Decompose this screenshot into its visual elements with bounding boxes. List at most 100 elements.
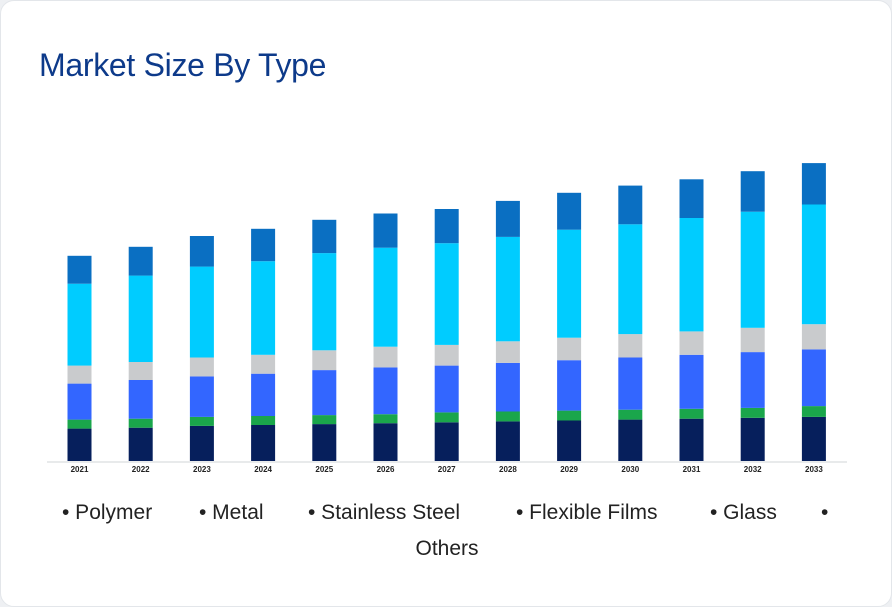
- bar-segment-stainless-steel-2031: [679, 354, 704, 409]
- x-tick-label: 2030: [621, 465, 639, 474]
- bar-segment-flexible-films-2024: [251, 354, 276, 374]
- bar-segment-others-2021: [67, 255, 92, 284]
- legend-item: • Flexible Films: [516, 501, 658, 524]
- bar-segment-glass-2022: [128, 275, 153, 362]
- bar-segment-stainless-steel-2033: [801, 349, 826, 407]
- bar-segment-polymer-2027: [434, 422, 459, 461]
- bar-segment-polymer-2023: [189, 425, 214, 461]
- bar-segment-stainless-steel-2022: [128, 380, 153, 419]
- bar-segment-others-2033: [801, 163, 826, 205]
- bar-segment-others-2024: [251, 228, 276, 262]
- bar-segment-metal-2032: [740, 407, 765, 418]
- bar-segment-glass-2021: [67, 283, 92, 366]
- bar-segment-stainless-steel-2024: [251, 373, 276, 416]
- bar-segment-glass-2025: [312, 253, 337, 351]
- x-tick-labels: 2021 2022 2023 2024 2025 2026 2027 2028 2029 2030…: [71, 465, 824, 474]
- bar-segment-others-2030: [618, 185, 643, 225]
- bar-segment-polymer-2032: [740, 417, 765, 461]
- bar-segment-others-2028: [495, 200, 520, 237]
- bar-segment-metal-2033: [801, 406, 826, 417]
- bar-segment-metal-2030: [618, 409, 643, 420]
- x-tick-label: 2031: [683, 465, 701, 474]
- bar-segment-glass-2026: [373, 247, 398, 347]
- bar-segment-stainless-steel-2023: [189, 376, 214, 417]
- legend-item: • Metal: [199, 501, 264, 524]
- stacked-bar-chart: 2021 2022 2023 2024 2025 2026 2027 2028 2029 2030…: [47, 163, 847, 474]
- bar-segment-metal-2024: [251, 416, 276, 425]
- bar-segment-stainless-steel-2028: [495, 362, 520, 412]
- legend-item: • Stainless Steel: [308, 501, 461, 524]
- bar-segment-polymer-2025: [312, 424, 337, 461]
- bar-segment-flexible-films-2032: [740, 327, 765, 353]
- bar-segment-polymer-2028: [495, 421, 520, 461]
- bar-segment-glass-2033: [801, 204, 826, 325]
- legend-item-label-others: Others: [415, 537, 479, 560]
- bar-segment-stainless-steel-2029: [557, 360, 582, 411]
- bar-segment-flexible-films-2030: [618, 334, 643, 358]
- bar-segment-metal-2031: [679, 408, 704, 419]
- bar-segment-glass-2031: [679, 218, 704, 332]
- bar-segment-polymer-2022: [128, 427, 153, 461]
- bar-segment-polymer-2033: [801, 416, 826, 461]
- bar-segment-others-2025: [312, 219, 337, 254]
- bar-segment-polymer-2030: [618, 419, 643, 461]
- bar-segment-flexible-films-2021: [67, 365, 92, 384]
- chart-title: Market Size By Type: [39, 47, 327, 83]
- legend-item: • Polymer: [62, 501, 153, 524]
- bar-segment-polymer-2026: [373, 423, 398, 461]
- bar-segment-metal-2025: [312, 415, 337, 425]
- bar-segment-stainless-steel-2032: [740, 352, 765, 408]
- bar-segment-flexible-films-2027: [434, 344, 459, 366]
- x-tick-label: 2032: [744, 465, 762, 474]
- x-tick-label: 2021: [71, 465, 89, 474]
- bar-segment-others-2026: [373, 213, 398, 248]
- bar-segment-glass-2032: [740, 211, 765, 328]
- bar-segment-flexible-films-2031: [679, 331, 704, 355]
- x-tick-label: 2024: [254, 465, 272, 474]
- bar-segment-metal-2021: [67, 419, 92, 429]
- bar-segment-polymer-2031: [679, 418, 704, 461]
- bar-segment-metal-2023: [189, 416, 214, 426]
- bar-segment-stainless-steel-2025: [312, 370, 337, 416]
- legend-item: • Glass: [710, 501, 777, 524]
- bar-segment-glass-2024: [251, 261, 276, 355]
- bar-segment-polymer-2021: [67, 428, 92, 461]
- bar-segment-flexible-films-2026: [373, 346, 398, 368]
- bar-segment-glass-2027: [434, 243, 459, 345]
- x-tick-label: 2027: [438, 465, 456, 474]
- bar-segment-metal-2029: [557, 410, 582, 421]
- bar-segment-stainless-steel-2021: [67, 383, 92, 420]
- x-tick-label: 2028: [499, 465, 517, 474]
- bars-group: [67, 163, 826, 461]
- bar-segment-others-2031: [679, 179, 704, 218]
- x-tick-label: 2023: [193, 465, 211, 474]
- bar-segment-glass-2029: [557, 229, 582, 338]
- bar-segment-metal-2022: [128, 418, 153, 428]
- bar-segment-flexible-films-2023: [189, 357, 214, 377]
- bar-segment-flexible-films-2028: [495, 341, 520, 363]
- bar-segment-others-2023: [189, 236, 214, 267]
- bar-segment-stainless-steel-2030: [618, 357, 643, 410]
- bar-segment-flexible-films-2033: [801, 324, 826, 350]
- x-tick-label: 2025: [315, 465, 333, 474]
- bar-segment-glass-2023: [189, 266, 214, 358]
- bar-segment-others-2027: [434, 209, 459, 244]
- bar-segment-metal-2027: [434, 412, 459, 423]
- bar-segment-metal-2026: [373, 414, 398, 424]
- bar-segment-others-2032: [740, 171, 765, 212]
- bar-segment-flexible-films-2029: [557, 337, 582, 361]
- bar-segment-polymer-2029: [557, 420, 582, 461]
- bar-segment-others-2029: [557, 192, 582, 230]
- bar-segment-glass-2030: [618, 224, 643, 335]
- x-tick-label: 2022: [132, 465, 150, 474]
- bar-segment-glass-2028: [495, 236, 520, 342]
- bar-segment-others-2022: [128, 246, 153, 276]
- bar-segment-flexible-films-2025: [312, 350, 337, 371]
- bar-segment-stainless-steel-2026: [373, 367, 398, 415]
- bar-segment-polymer-2024: [251, 425, 276, 461]
- bar-segment-stainless-steel-2027: [434, 365, 459, 413]
- x-tick-label: 2029: [560, 465, 578, 474]
- legend-item: •: [821, 501, 829, 524]
- x-tick-label: 2026: [377, 465, 395, 474]
